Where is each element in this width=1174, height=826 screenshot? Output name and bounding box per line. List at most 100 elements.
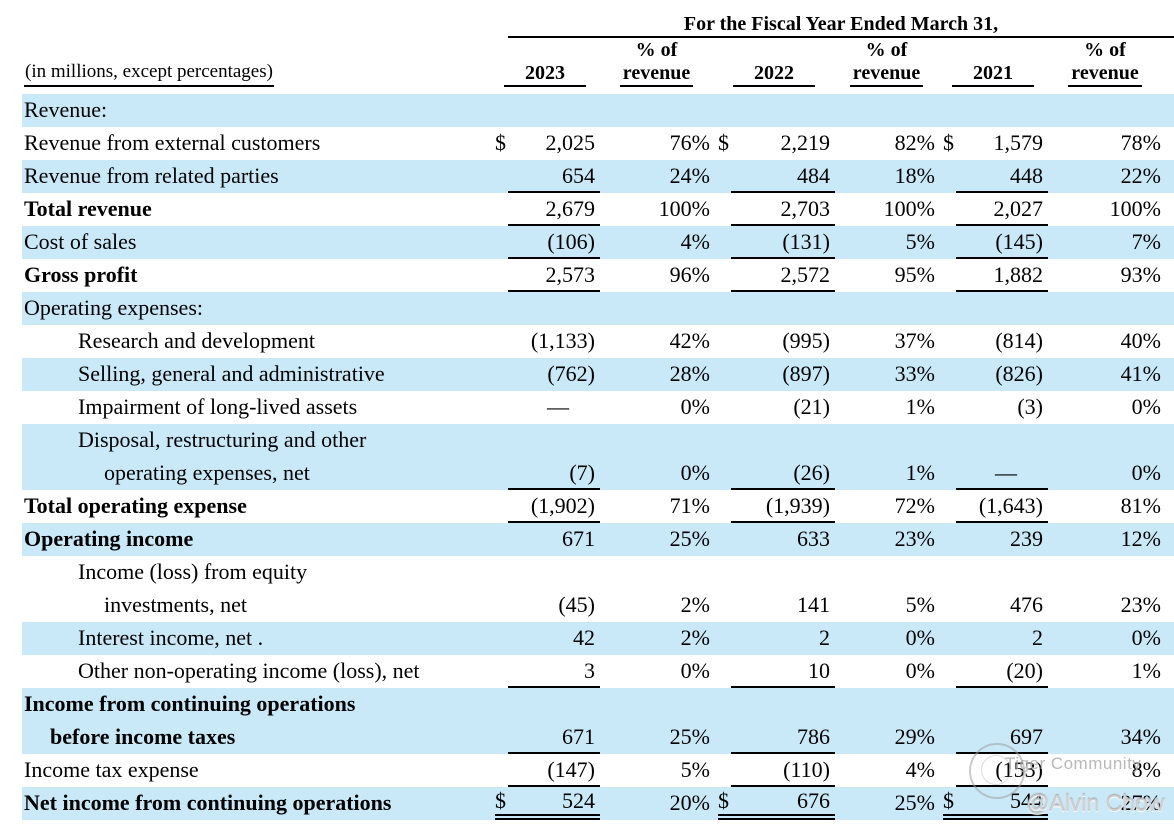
percent-cell: 2% — [680, 592, 710, 617]
percent-cell: 96% — [669, 262, 710, 287]
percent-cell: 4% — [600, 226, 713, 259]
percent-cell: 29% — [835, 688, 938, 754]
value-cell: 671 — [490, 523, 600, 556]
value-cell: (147) — [490, 754, 600, 787]
table-row: Total revenue 2,679 100% 2,703 100% 2,027 100% — [22, 193, 1174, 226]
header-empty-cell — [22, 5, 490, 38]
percent-cell: 95% — [894, 262, 935, 287]
value-cell: (7) — [490, 424, 600, 490]
percent-cell — [1048, 94, 1174, 127]
value-cell: (110) — [713, 754, 835, 787]
value-cell: 239 — [938, 523, 1048, 556]
percent-cell: 72% — [894, 493, 935, 518]
table-body: Revenue: Revenue from external customers $… — [22, 87, 1174, 820]
column-header-row: (in millions, except percentages) 2023 %… — [22, 38, 1174, 87]
percent-cell: 100% — [883, 196, 935, 221]
percent-cell: 42% — [669, 328, 710, 353]
value-cell: (3) — [1017, 394, 1043, 419]
header-gap — [22, 87, 1174, 94]
value-cell: (1,133) — [530, 328, 595, 353]
value-cell: 1,882 — [938, 259, 1048, 292]
percent-cell: 20% — [600, 787, 713, 820]
table-row: Operating expenses: — [22, 292, 1174, 325]
percent-cell: 41% — [1048, 358, 1174, 391]
table-row: Revenue: — [22, 94, 1174, 127]
percent-cell: 0% — [600, 424, 713, 490]
percent-cell: 28% — [600, 358, 713, 391]
table-row: Revenue from related parties 654 24% 484 18%… — [22, 160, 1174, 193]
value-cell: (1,939) — [713, 490, 835, 523]
value-cell: 786 — [713, 688, 835, 754]
value-cell: 476 — [1010, 592, 1043, 617]
table-row: Research and development (1,133) 42% (995) 3… — [22, 325, 1174, 358]
value-cell: 2,027 — [938, 193, 1048, 226]
table-row: Revenue from external customers $2,025 76%… — [22, 127, 1174, 160]
percent-cell: 0% — [1131, 394, 1161, 419]
row-label: Operating income — [22, 523, 490, 556]
row-label: Income from continuing operations before … — [22, 688, 490, 754]
value-cell: 448 — [938, 160, 1048, 193]
percent-cell: 12% — [1048, 523, 1174, 556]
table-row: Total operating expense (1,902) 71% (1,939)… — [22, 490, 1174, 523]
row-label: Income tax expense — [24, 757, 199, 782]
value-cell: (145) — [938, 226, 1048, 259]
percent-cell: 2% — [600, 622, 713, 655]
value-cell: (26) — [713, 424, 835, 490]
percent-cell — [835, 292, 938, 325]
percent-cell: 0% — [1048, 622, 1174, 655]
percent-cell: 24% — [600, 160, 713, 193]
value-cell: 484 — [713, 160, 835, 193]
percent-cell: 25% — [600, 688, 713, 754]
percent-cell: 0% — [905, 658, 935, 683]
currency-symbol: $ — [495, 130, 506, 155]
value-cell — [490, 94, 600, 127]
table-row: Impairment of long-lived assets — 0% (21) 1%… — [22, 391, 1174, 424]
table-row: Income tax expense (147) 5% (110) 4% (153) 8% — [22, 754, 1174, 787]
percent-cell: 0% — [680, 658, 710, 683]
col-header-2023: 2023 — [490, 38, 600, 87]
percent-cell: 18% — [835, 160, 938, 193]
percent-cell: 23% — [1120, 592, 1161, 617]
percent-cell: 5% — [905, 592, 935, 617]
value-cell: (106) — [490, 226, 600, 259]
value-cell: $544 — [938, 787, 1048, 820]
percent-cell: 78% — [1120, 130, 1161, 155]
units-note-cell: (in millions, except percentages) — [22, 38, 490, 87]
value-cell: 42 — [490, 622, 600, 655]
percent-cell: 0% — [1048, 424, 1174, 490]
percent-cell — [600, 292, 713, 325]
value-cell: (153) — [938, 754, 1048, 787]
percent-cell: 100% — [658, 196, 710, 221]
percent-cell: 100% — [1109, 196, 1161, 221]
value-cell: $676 — [713, 787, 835, 820]
currency-symbol: $ — [495, 788, 506, 813]
table-row: Other non-operating income (loss), net 3 0… — [22, 655, 1174, 688]
percent-cell: 0% — [680, 394, 710, 419]
table-row: Net income from continuing operations $52… — [22, 787, 1174, 820]
value-cell: (21) — [793, 394, 830, 419]
table-row: Operating income 671 25% 633 23% 239 12% — [22, 523, 1174, 556]
row-label: Other non-operating income (loss), net — [78, 658, 420, 683]
value-cell: 671 — [490, 688, 600, 754]
value-cell: (1,643) — [938, 490, 1048, 523]
row-label: Impairment of long-lived assets — [78, 394, 358, 419]
table-row: Disposal, restructuring and other operati… — [22, 424, 1174, 490]
col-header-2022: 2022 — [713, 38, 835, 87]
value-cell: (814) — [995, 328, 1043, 353]
currency-symbol: $ — [718, 130, 729, 155]
percent-cell: 1% — [835, 424, 938, 490]
value-cell: 2 — [713, 622, 835, 655]
table-row: Gross profit 2,573 96% 2,572 95% 1,882 93% — [22, 259, 1174, 292]
currency-symbol: $ — [943, 130, 954, 155]
col-header-pct-2021: % of revenue — [1048, 38, 1174, 87]
row-label: Selling, general and administrative — [22, 358, 490, 391]
currency-symbol: $ — [943, 788, 954, 813]
percent-cell: 0% — [835, 622, 938, 655]
percent-cell: 25% — [600, 523, 713, 556]
row-label: Cost of sales — [22, 226, 490, 259]
row-label: Disposal, restructuring and other operati… — [22, 424, 490, 490]
value-cell — [938, 292, 1048, 325]
value-cell: (762) — [490, 358, 600, 391]
row-label: Interest income, net . — [22, 622, 490, 655]
percent-cell: 71% — [669, 493, 710, 518]
